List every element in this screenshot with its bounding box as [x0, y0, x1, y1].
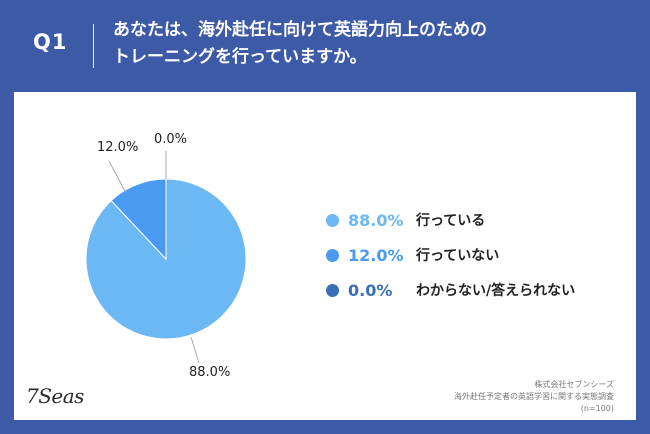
pie-slice-1: [110, 178, 167, 261]
footer-credits: 株式会社セブンシーズ 海外赴任予定者の英語学習に関する実態調査 (n=100): [454, 379, 614, 415]
legend-dot-icon: [326, 213, 339, 227]
question-number: Q1: [33, 30, 68, 54]
legend-label: 行っている: [416, 213, 486, 229]
footer-company: 株式会社セブンシーズ: [534, 380, 614, 389]
slice-label-0: 0.0%: [154, 132, 188, 147]
legend-item-not-doing: 12.0% 行っていない: [326, 242, 575, 268]
slice-label-88: 88.0%: [189, 365, 231, 380]
legend-label: わからない/答えられない: [416, 283, 576, 299]
header: Q1 あなたは、海外赴任に向けて英語力向上のための トレーニングを行っていますか…: [0, 0, 650, 92]
question-line-1: あなたは、海外赴任に向けて英語力向上のための: [113, 20, 487, 40]
legend-label: 行っていない: [416, 248, 500, 264]
footer-survey: 海外赴任予定者の英語学習に関する実態調査: [454, 392, 614, 401]
slice-label-12: 12.0%: [97, 140, 139, 155]
legend-dot-icon: [326, 283, 339, 297]
footer-sample: (n=100): [580, 404, 614, 413]
leader-line-1: [108, 160, 127, 194]
chart-card: 88.0% 12.0% 0.0% 88.0% 行っている 12.0% 行っていな…: [14, 92, 636, 420]
leader-line-0: [190, 336, 200, 364]
legend-item-unknown: 0.0% わからない/答えられない: [326, 277, 575, 303]
legend: 88.0% 行っている 12.0% 行っていない 0.0% わからない/答えられ…: [326, 207, 575, 312]
legend-value: 12.0%: [348, 245, 404, 265]
question-title: あなたは、海外赴任に向けて英語力向上のための トレーニングを行っていますか。: [113, 17, 633, 71]
company-logo: 7Seas: [26, 384, 84, 408]
legend-item-doing: 88.0% 行っている: [326, 207, 575, 233]
question-line-2: トレーニングを行っていますか。: [113, 47, 367, 67]
pie-chart: [85, 151, 247, 364]
legend-value: 88.0%: [348, 210, 404, 230]
header-divider: [93, 24, 94, 68]
legend-dot-icon: [326, 248, 339, 262]
legend-value: 0.0%: [348, 280, 393, 300]
